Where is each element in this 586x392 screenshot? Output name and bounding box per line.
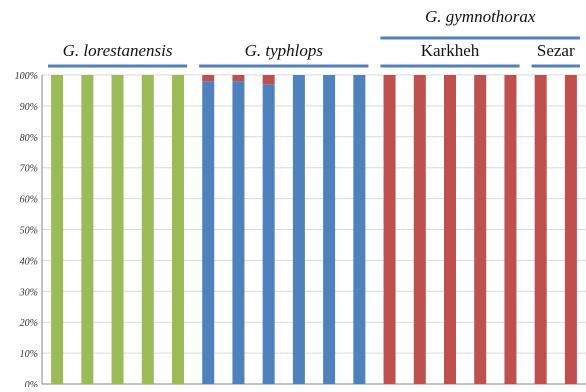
bar-segment: [202, 75, 215, 82]
group-label: G. lorestanensis: [63, 41, 173, 60]
bar-segment: [141, 75, 154, 384]
y-tick-label: 20%: [20, 318, 38, 329]
bar-segment: [202, 81, 215, 385]
group-label: Sezar: [537, 41, 575, 60]
bar-segment: [81, 75, 94, 384]
bars: [51, 75, 577, 385]
bar-segment: [474, 75, 487, 384]
y-axis: 0% 10% 20% 30% 40% 50% 60% 70% 80% 90% 100%: [15, 71, 43, 391]
gridlines: [42, 74, 586, 385]
bar-segment: [111, 75, 124, 384]
y-tick-label: 100%: [15, 71, 38, 82]
bar-segment: [413, 75, 426, 384]
bar-segment: [534, 75, 547, 384]
group-labels: G. lorestanensis G. typhlops Karkheh SezarG…: [48, 7, 580, 68]
bar-segment: [292, 75, 305, 384]
group-label: G. gymnothorax: [425, 7, 536, 26]
y-tick-label: 90%: [20, 102, 38, 113]
bar-segment: [444, 75, 456, 384]
y-tick-label: 0%: [25, 380, 38, 387]
y-tick-label: 30%: [19, 287, 38, 298]
bar-segment: [262, 75, 275, 85]
bar-segment: [51, 75, 64, 384]
y-tick-label: 60%: [20, 195, 38, 206]
y-tick-label: 70%: [20, 164, 38, 175]
bar-segment: [323, 75, 336, 384]
bar-segment: [232, 81, 245, 385]
bar-segment: [172, 75, 184, 384]
y-tick-label: 50%: [20, 226, 38, 237]
bar-segment: [232, 75, 245, 82]
bar-segment: [504, 75, 517, 384]
bar-segment: [353, 75, 366, 384]
y-tick-label: 40%: [20, 256, 38, 267]
bar-segment: [262, 84, 275, 385]
group-label: Karkheh: [421, 41, 480, 60]
y-tick-label: 10%: [20, 349, 38, 360]
bar-segment: [383, 75, 396, 384]
group-label: G. typhlops: [245, 41, 324, 60]
y-tick-label: 80%: [20, 133, 38, 144]
bar-segment: [564, 75, 577, 384]
